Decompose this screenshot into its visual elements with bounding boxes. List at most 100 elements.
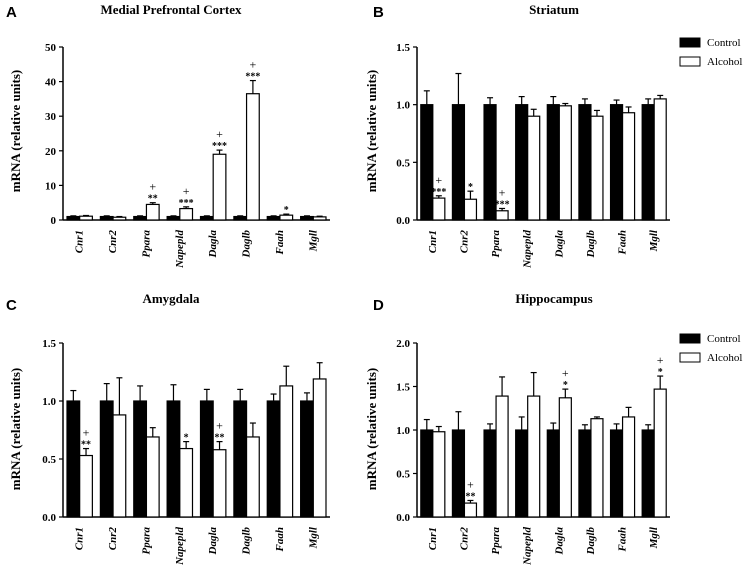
bar-alcohol [112,414,127,518]
chart-title: Hippocampus [515,291,592,306]
bar-control [451,104,466,221]
bar-control [578,104,592,221]
significance-plus: + [657,353,664,367]
x-tick-label: Napepld [522,527,534,566]
bar-control [546,104,560,221]
significance-stars: ** [465,491,475,502]
bar-control [133,215,148,221]
panel-d: D Hippocampus mRNA (relative units) 0.0 0.5 1… [364,291,742,566]
bar-control [483,429,497,518]
significance-plus: + [83,426,90,440]
x-tick-label: Cnr1 [74,230,86,253]
bar-control [233,400,248,518]
y-tick-label: 0.0 [396,215,410,227]
bar-alcohol [621,416,636,518]
x-tick-label: Cnr2 [458,230,470,254]
bar-alcohol [558,105,572,221]
bar-alcohol [245,93,260,221]
bar-alcohol [527,395,541,518]
bar-alcohol [653,388,667,518]
significance-stars: * [563,380,568,391]
significance-stars: * [658,367,663,378]
significance-plus: + [499,185,506,199]
y-tick-label: 50 [45,42,57,54]
bar-alcohol [312,216,327,221]
significance-plus: + [467,477,474,491]
bar-alcohol [653,98,667,221]
bar-alcohol [179,447,194,518]
legend-swatch-control [679,37,701,48]
x-tick-label: Ppara [140,527,152,555]
bar-control [99,215,114,221]
x-tick-label: Faah [274,230,286,255]
bar-alcohol [145,203,160,221]
x-tick-label: Daglb [585,527,597,556]
x-tick-label: Napepld [522,230,534,269]
x-tick-label: Napepld [174,527,186,566]
legend: Control Alcohol [679,333,742,364]
y-tick-label: 1.5 [42,338,56,350]
bar-control [66,400,81,518]
bar-control [420,429,434,518]
y-tick-label: 1.0 [396,425,410,437]
bar-alcohol [495,395,509,518]
significance-stars: *** [212,141,227,152]
panel-c: C Amygdala mRNA (relative units) 0.0 0.5 1.0 1… [6,291,330,566]
bar-alcohol [527,115,541,221]
chart-title: Medial Prefrontal Cortex [100,2,242,17]
significance-stars: * [468,182,473,193]
y-tick-label: 30 [45,111,57,123]
x-tick-label: Mgll [307,526,319,549]
significance-plus: + [250,58,257,72]
y-tick-label: 0.0 [42,512,56,524]
bar-control [266,400,281,518]
x-tick-label: Mgll [648,229,660,252]
bar-control [300,400,314,518]
bar-alcohol [621,112,636,221]
x-tick-label: Mgll [648,526,660,549]
bar-alcohol [432,431,446,518]
legend-label-alcohol: Alcohol [707,56,742,68]
bar-alcohol [145,436,160,518]
bar-control [641,104,655,221]
y-tick-label: 0.0 [396,512,410,524]
x-tick-label: Faah [617,527,629,552]
x-tick-label: Daglb [241,230,253,259]
bar-alcohol [245,436,260,518]
bar-control [133,400,148,518]
significance-plus: + [149,180,156,194]
bar-control [420,104,434,221]
bar-control [99,400,114,518]
bar-control [66,215,81,221]
bar-control [641,429,655,518]
bar-alcohol [463,502,478,518]
bar-control [609,104,624,221]
bar-alcohol [590,418,604,518]
significance-stars: * [284,205,289,216]
y-tick-label: 0.5 [42,454,56,466]
significance-plus: + [183,184,190,198]
x-tick-label: Napepld [174,230,186,269]
x-tick-label: Dagla [207,527,219,556]
significance-stars: ** [81,440,91,451]
bar-control [451,429,466,518]
bar-alcohol [79,215,93,221]
bar-control [546,429,560,518]
significance-stars: ** [215,433,225,444]
bar-alcohol [463,198,478,221]
x-tick-label: Daglb [585,230,597,259]
bar-control [300,215,314,221]
y-tick-label: 0.5 [396,157,410,169]
bar-control [515,104,529,221]
x-tick-label: Cnr1 [74,527,86,550]
y-axis-label: mRNA (relative units) [8,368,23,491]
y-axis-label: mRNA (relative units) [364,368,379,491]
y-tick-label: 40 [45,77,57,89]
y-tick-label: 20 [45,146,57,158]
y-tick-label: 0 [51,215,57,227]
bar-alcohol [112,216,127,221]
bar-control [199,215,214,221]
bar-alcohol [212,153,227,221]
significance-stars: * [184,433,189,444]
x-tick-label: Daglb [241,527,253,556]
